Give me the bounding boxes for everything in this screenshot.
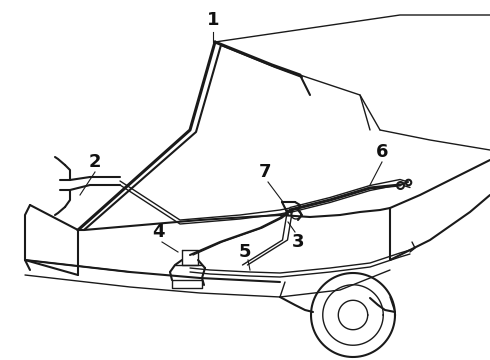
Text: 5: 5 [239, 243, 251, 261]
Text: 4: 4 [152, 223, 164, 241]
Text: 6: 6 [376, 143, 388, 161]
Text: 7: 7 [259, 163, 271, 181]
Text: 3: 3 [292, 233, 304, 251]
Text: 2: 2 [89, 153, 101, 171]
Text: 1: 1 [207, 11, 219, 29]
